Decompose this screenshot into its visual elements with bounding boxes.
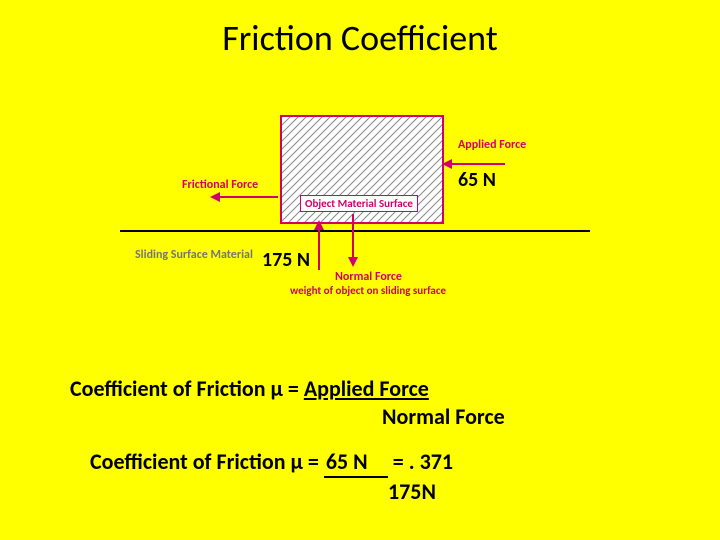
sliding-surface-label: Sliding Surface Material [135,248,253,262]
formula-denominator: Normal Force [70,403,505,431]
applied-force-value: 65 N [458,168,496,192]
frictional-force-arrow [218,196,278,198]
formula-definition: Coefficient of Friction μ = Applied Forc… [70,375,505,430]
formula-lhs: Coefficient of Friction μ = [70,375,304,402]
page-title: Friction Coefficient [0,16,720,60]
surface-line [120,230,590,232]
weight-label: weight of object on sliding surface [290,284,446,297]
applied-force-label: Applied Force [458,138,526,152]
object-material-label: Object Material Surface [300,195,418,212]
calc-result: = . 371 [388,448,453,475]
normal-force-arrow-1 [318,228,320,270]
formula-calculation: Coefficient of Friction μ = 65 N = . 371… [90,448,453,505]
applied-force-arrow [450,163,505,165]
applied-force-arrowhead [442,159,452,169]
frictional-force-label: Frictional Force [182,178,258,192]
calc-numerator: 65 N [324,448,388,478]
calc-denominator: 175N [90,478,453,506]
normal-force-label: Normal Force [335,270,402,284]
weight-arrowhead [348,257,358,267]
normal-force-value: 175 N [262,248,310,272]
friction-diagram: Object Material Surface Applied Force 65… [120,110,600,330]
normal-force-arrowhead-1 [314,220,324,230]
frictional-force-arrowhead [210,192,220,202]
formula-numerator: Applied Force [304,375,429,402]
calc-lhs: Coefficient of Friction μ = [90,448,324,475]
weight-arrow [352,214,354,259]
